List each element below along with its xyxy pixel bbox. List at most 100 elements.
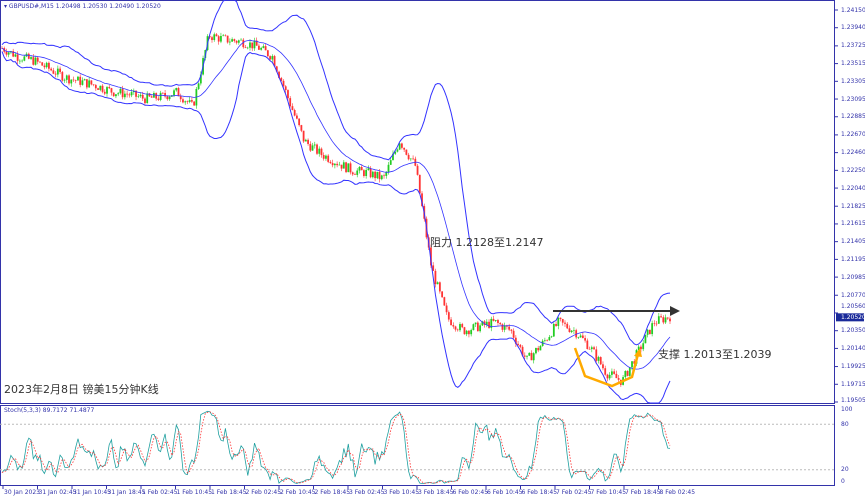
candle-body (45, 62, 48, 68)
candle-body (463, 327, 466, 335)
candle-body (407, 154, 410, 160)
candle-body (182, 99, 184, 103)
price-tick-label: 1.19715 (841, 380, 865, 388)
candle-body (646, 329, 649, 335)
stoch-panel-frame (0, 405, 835, 486)
bollinger-middle-band (1, 39, 671, 370)
candle-body (213, 34, 216, 40)
candle-body (137, 96, 140, 97)
candle-body (599, 357, 602, 365)
candle-body (88, 80, 91, 88)
candle-body (666, 317, 669, 319)
candle-body (94, 85, 97, 89)
candle-body (358, 166, 361, 171)
candle-body (228, 41, 231, 43)
candle-body (34, 57, 37, 65)
candle-body (12, 51, 15, 57)
candle-body (363, 170, 365, 177)
candle-body (27, 53, 30, 59)
candle-body (459, 324, 461, 331)
stoch-tick-label: 0 (841, 478, 845, 485)
candle-body (555, 324, 557, 326)
candle-body (517, 343, 519, 345)
candle-body (144, 98, 146, 104)
candle-body (233, 39, 236, 41)
candle-body (401, 143, 403, 148)
candle-body (456, 329, 459, 331)
candle-body (253, 40, 256, 49)
candle-body (461, 324, 464, 328)
candle-body (644, 334, 647, 344)
candle-body (550, 336, 553, 338)
candle-body (65, 75, 68, 80)
candle-body (376, 171, 379, 179)
candle-body (320, 148, 323, 156)
candle-body (441, 291, 444, 298)
candle-body (188, 100, 191, 102)
candle-body (405, 149, 408, 155)
current-price-label: 1.20520 (841, 313, 865, 321)
candle-body (588, 349, 591, 350)
price-tick-label: 1.23305 (841, 77, 865, 85)
candle-body (392, 153, 394, 161)
candle-body (514, 337, 517, 344)
candle-body (110, 88, 113, 93)
candle-body (168, 96, 171, 100)
candle-body (492, 318, 495, 321)
candle-body (235, 40, 238, 43)
stoch-tick-label: 20 (841, 466, 849, 474)
time-tick-label: 1 Feb 02:45 (142, 489, 178, 496)
candle-body (664, 317, 667, 323)
candle-body (452, 325, 455, 327)
candle-body (30, 57, 32, 59)
candle-body (648, 329, 651, 335)
price-tick-label: 1.22250 (841, 166, 865, 174)
time-tick-label: 31 Jan 18:45 (107, 489, 146, 496)
candle-body (226, 35, 229, 43)
candle-body (287, 90, 289, 99)
candle-body (215, 34, 218, 37)
time-tick-label: 30 Jan 2023 (4, 489, 40, 496)
candle-body (472, 324, 475, 331)
candle-body (396, 149, 399, 152)
candle-body (476, 322, 479, 332)
candle-body (293, 110, 296, 116)
candle-body (39, 61, 41, 63)
price-tick-label: 1.23095 (841, 95, 865, 103)
candle-body (445, 305, 448, 313)
candle-body (483, 321, 486, 325)
candle-body (331, 163, 334, 166)
candle-body (50, 68, 53, 71)
candle-body (521, 346, 524, 356)
candle-body (380, 175, 383, 180)
time-tick-label: 2 Feb 10:45 (280, 489, 316, 496)
candle-body (135, 90, 137, 97)
candle-body (117, 93, 120, 95)
time-tick-label: 2 Feb 02:45 (245, 489, 282, 496)
candle-body (628, 367, 631, 376)
candle-body (662, 317, 665, 323)
candle-body (258, 45, 260, 50)
candle-body (447, 312, 450, 320)
candle-body (613, 371, 616, 374)
candle-body (316, 144, 318, 154)
candle-body (637, 346, 640, 351)
candle-body (615, 373, 618, 379)
candle-body (54, 73, 57, 75)
candle-body (325, 155, 327, 159)
candle-body (260, 47, 263, 50)
candle-body (108, 87, 111, 89)
support-arrowhead-icon (634, 348, 642, 357)
candle-body (41, 62, 44, 66)
candle-body (593, 347, 595, 350)
candle-body (255, 40, 258, 46)
candle-body (347, 163, 350, 173)
price-tick-label: 1.19925 (841, 363, 865, 371)
candle-body (141, 94, 144, 99)
candle-body (123, 93, 126, 98)
price-tick-label: 1.21825 (841, 202, 865, 210)
candle-body (309, 143, 312, 151)
candle-body (559, 317, 562, 320)
candle-body (608, 374, 611, 379)
